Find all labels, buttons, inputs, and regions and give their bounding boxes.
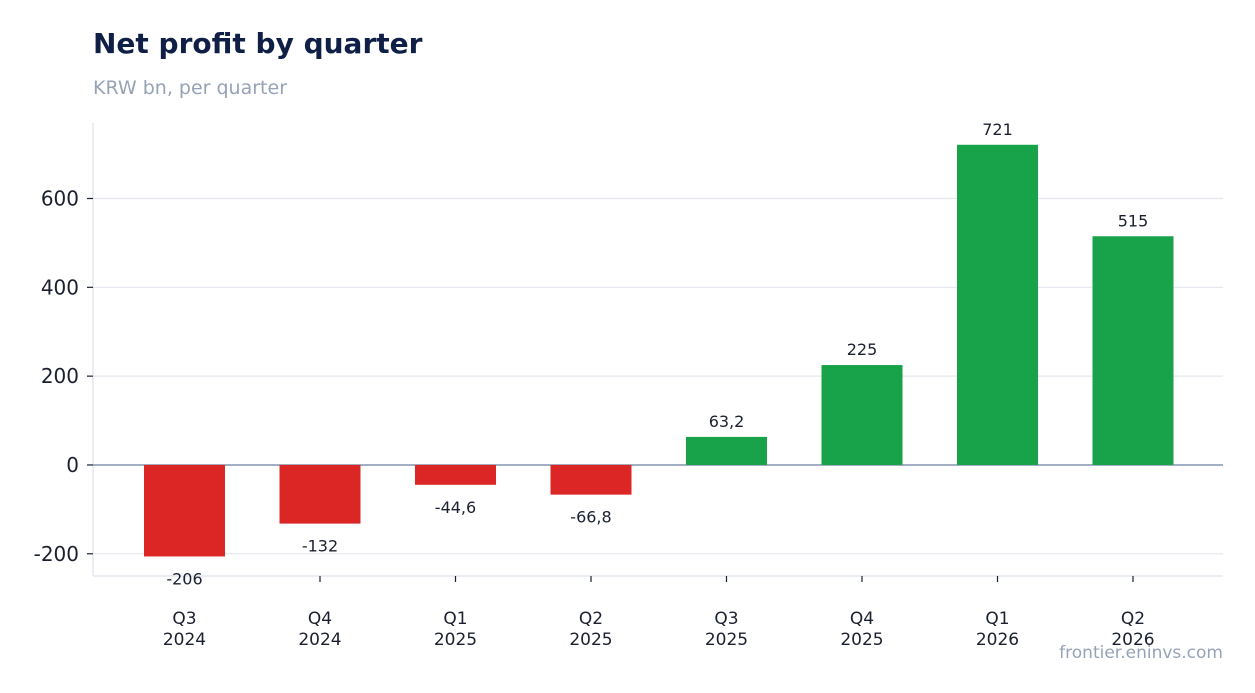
x-tick-label-year: 2025	[705, 630, 748, 650]
bar-q1-2026	[957, 144, 1038, 465]
x-tick-label-year: 2026	[1111, 630, 1154, 650]
bar-q3-2024	[144, 464, 225, 557]
x-tick-label-year: 2024	[298, 630, 341, 650]
x-axis-layer: Q32024Q42024Q12025Q22025Q32025Q42025Q120…	[163, 576, 1155, 650]
data-label: -66,8	[570, 508, 611, 527]
data-label: 63,2	[709, 412, 745, 431]
data-label: -132	[302, 537, 338, 556]
bar-q4-2025	[821, 365, 903, 465]
chart-title: Net profit by quarter	[93, 27, 423, 60]
x-tick-label-year: 2024	[163, 630, 206, 650]
bar-q2-2026	[1092, 236, 1174, 465]
source-label: frontier.eninvs.com	[1059, 643, 1223, 663]
x-tick-label-quarter: Q3	[172, 609, 196, 629]
bar-q4-2024	[279, 464, 361, 524]
data-label: -44,6	[435, 498, 476, 517]
x-tick-label-year: 2025	[569, 630, 612, 650]
chart-subtitle: KRW bn, per quarter	[93, 77, 287, 99]
x-tick-label-quarter: Q2	[579, 609, 603, 629]
data-label: 721	[982, 120, 1013, 139]
bar-layer	[144, 144, 1174, 557]
y-tick-label: 0	[66, 453, 79, 477]
x-tick-label-quarter: Q2	[1121, 609, 1145, 629]
bar-q3-2025	[686, 436, 767, 465]
data-label: 225	[847, 340, 878, 359]
x-tick-label-year: 2026	[976, 630, 1019, 650]
bar-q1-2025	[415, 464, 496, 485]
y-tick-label: 400	[41, 275, 79, 299]
y-tick-label: 600	[41, 187, 79, 211]
x-tick-label-quarter: Q3	[714, 609, 738, 629]
x-tick-label-quarter: Q1	[985, 609, 1009, 629]
x-tick-label-year: 2025	[840, 630, 883, 650]
x-tick-label-quarter: Q4	[308, 609, 332, 629]
x-tick-label-quarter: Q1	[443, 609, 467, 629]
x-tick-label-year: 2025	[434, 630, 477, 650]
grid-layer	[93, 197, 1223, 555]
y-tick-label: 200	[41, 364, 79, 388]
y-tick-label: -200	[34, 542, 79, 566]
bar-q2-2025	[550, 464, 632, 495]
data-label: 515	[1118, 211, 1149, 230]
x-tick-label-quarter: Q4	[850, 609, 874, 629]
